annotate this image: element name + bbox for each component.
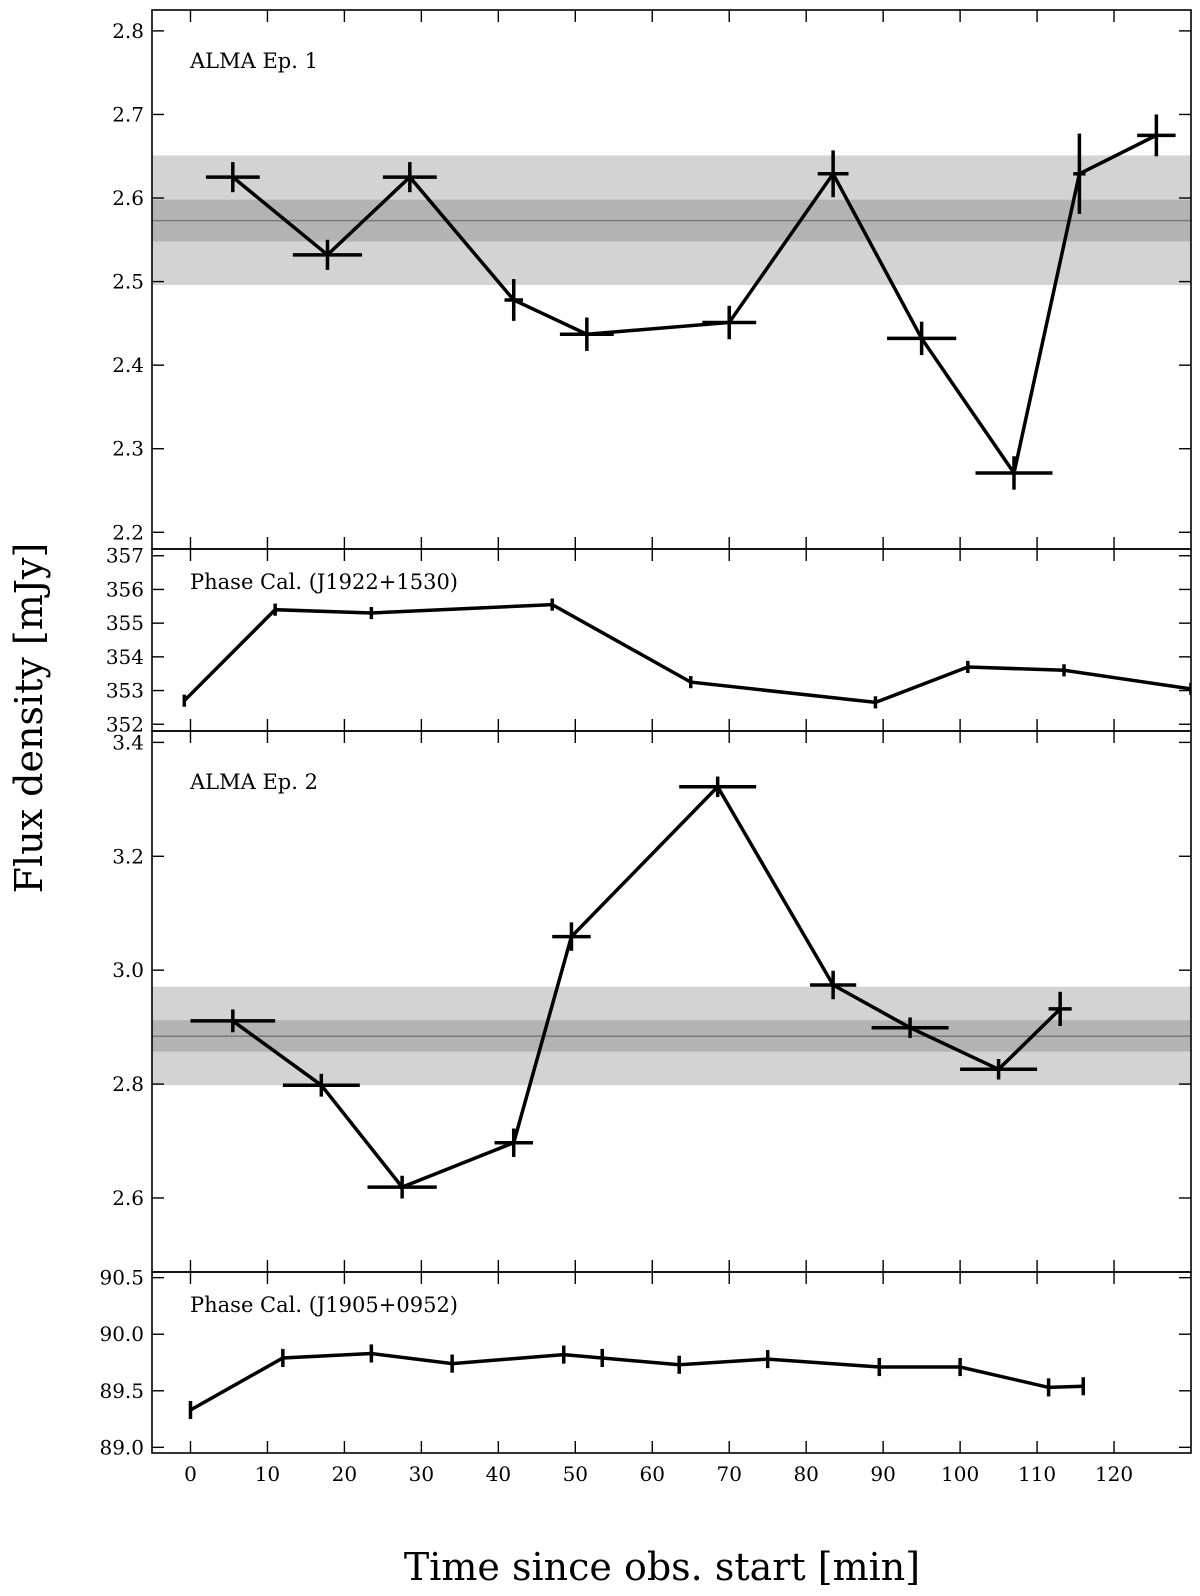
ep2-ytick-label: 2.6	[112, 1186, 144, 1210]
ep2-point	[810, 970, 857, 1000]
ep1-point	[702, 305, 757, 340]
y-axis-title: Flux density [mJy]	[7, 543, 51, 894]
x-tick-label: 100	[941, 1462, 979, 1486]
ep1-ytick-label: 2.6	[112, 186, 144, 210]
ep1-point	[1073, 133, 1086, 214]
cal2-ytick-label: 90.5	[99, 1266, 144, 1290]
ep1-panel-label: ALMA Ep. 1	[189, 49, 318, 73]
cal2-ytick-label: 89.0	[99, 1435, 144, 1459]
ep2-point	[1048, 991, 1072, 1026]
ep2-point	[552, 922, 591, 951]
ep1-point	[817, 150, 849, 198]
ep2-series	[190, 776, 1072, 1199]
cal1-series	[182, 598, 1191, 709]
cal1-ytick-label: 353	[106, 679, 144, 703]
ep1-point	[1137, 114, 1176, 157]
ep1-ytick-label: 2.8	[112, 19, 144, 43]
ep2-point	[679, 776, 757, 798]
cal2-frame	[151, 1271, 1192, 1454]
ep2-ytick-label: 3.2	[112, 844, 144, 868]
ep1-series	[205, 114, 1176, 490]
ep2-point	[190, 1009, 276, 1033]
ep1-point	[886, 321, 957, 356]
x-tick-label: 50	[563, 1462, 588, 1486]
cal1-ytick-label: 356	[106, 577, 144, 601]
x-tick-label: 0	[184, 1462, 197, 1486]
ep1-ytick-label: 2.2	[112, 520, 144, 544]
ep1-ytick-label: 2.3	[112, 437, 144, 461]
x-tick-label: 110	[1018, 1462, 1056, 1486]
cal1-ytick-label: 355	[106, 611, 144, 635]
x-tick-label: 70	[716, 1462, 741, 1486]
cal1-panel-label: Phase Cal. (J1922+1530)	[190, 570, 458, 594]
data-series	[182, 114, 1191, 1420]
ep1-ytick-label: 2.5	[112, 270, 144, 294]
ep2-point	[367, 1175, 437, 1199]
cal1-line	[183, 602, 1191, 705]
ep1-ytick-label: 2.4	[112, 353, 144, 377]
x-tick-label: 30	[409, 1462, 434, 1486]
cal2-panel-label: Phase Cal. (J1905+0952)	[190, 1293, 458, 1317]
ep2-point	[960, 1059, 1038, 1080]
cal1-ytick-label: 352	[106, 712, 144, 736]
cal2-ytick-label: 90.0	[99, 1322, 144, 1346]
ep1-point	[382, 162, 437, 193]
ep2-line	[231, 783, 1062, 1190]
uncertainty-bands	[152, 155, 1191, 1086]
x-tick-label: 60	[640, 1462, 665, 1486]
cal1-ytick-label: 357	[106, 544, 144, 568]
x-tick-label: 80	[793, 1462, 818, 1486]
ep1-point	[504, 279, 523, 321]
ep1-point	[292, 239, 363, 270]
ep2-panel-label: ALMA Ep. 2	[189, 770, 318, 794]
ep1-point	[559, 317, 614, 351]
panel-frames: 2.2 2.3 2.4 2.5 2.6 2.7 2.8 ALMA Ep. 1 352 353 354…	[99, 9, 1192, 1486]
x-tick-label: 120	[1095, 1462, 1133, 1486]
cal2-series	[188, 1344, 1086, 1420]
ep1-point	[975, 456, 1053, 490]
x-tick-label: 90	[870, 1462, 895, 1486]
cal1-ytick-label: 354	[106, 645, 144, 669]
ep2-ytick-label: 2.8	[112, 1072, 144, 1096]
ep2-point	[282, 1073, 360, 1097]
ep2-ytick-label: 3.4	[112, 730, 144, 754]
ep2-point	[871, 1017, 949, 1038]
x-tick-label: 20	[332, 1462, 357, 1486]
ep1-point	[205, 162, 260, 193]
x-axis-title: Time since obs. start [min]	[404, 1545, 920, 1589]
cal2-line	[189, 1351, 1084, 1412]
ep2-ytick-label: 3.0	[112, 958, 144, 982]
x-tick-label: 10	[255, 1462, 280, 1486]
cal2-ytick-label: 89.5	[99, 1379, 144, 1403]
x-tick-label: 40	[486, 1462, 511, 1486]
ep1-ytick-label: 2.7	[112, 102, 144, 126]
ep2-point	[494, 1128, 533, 1157]
